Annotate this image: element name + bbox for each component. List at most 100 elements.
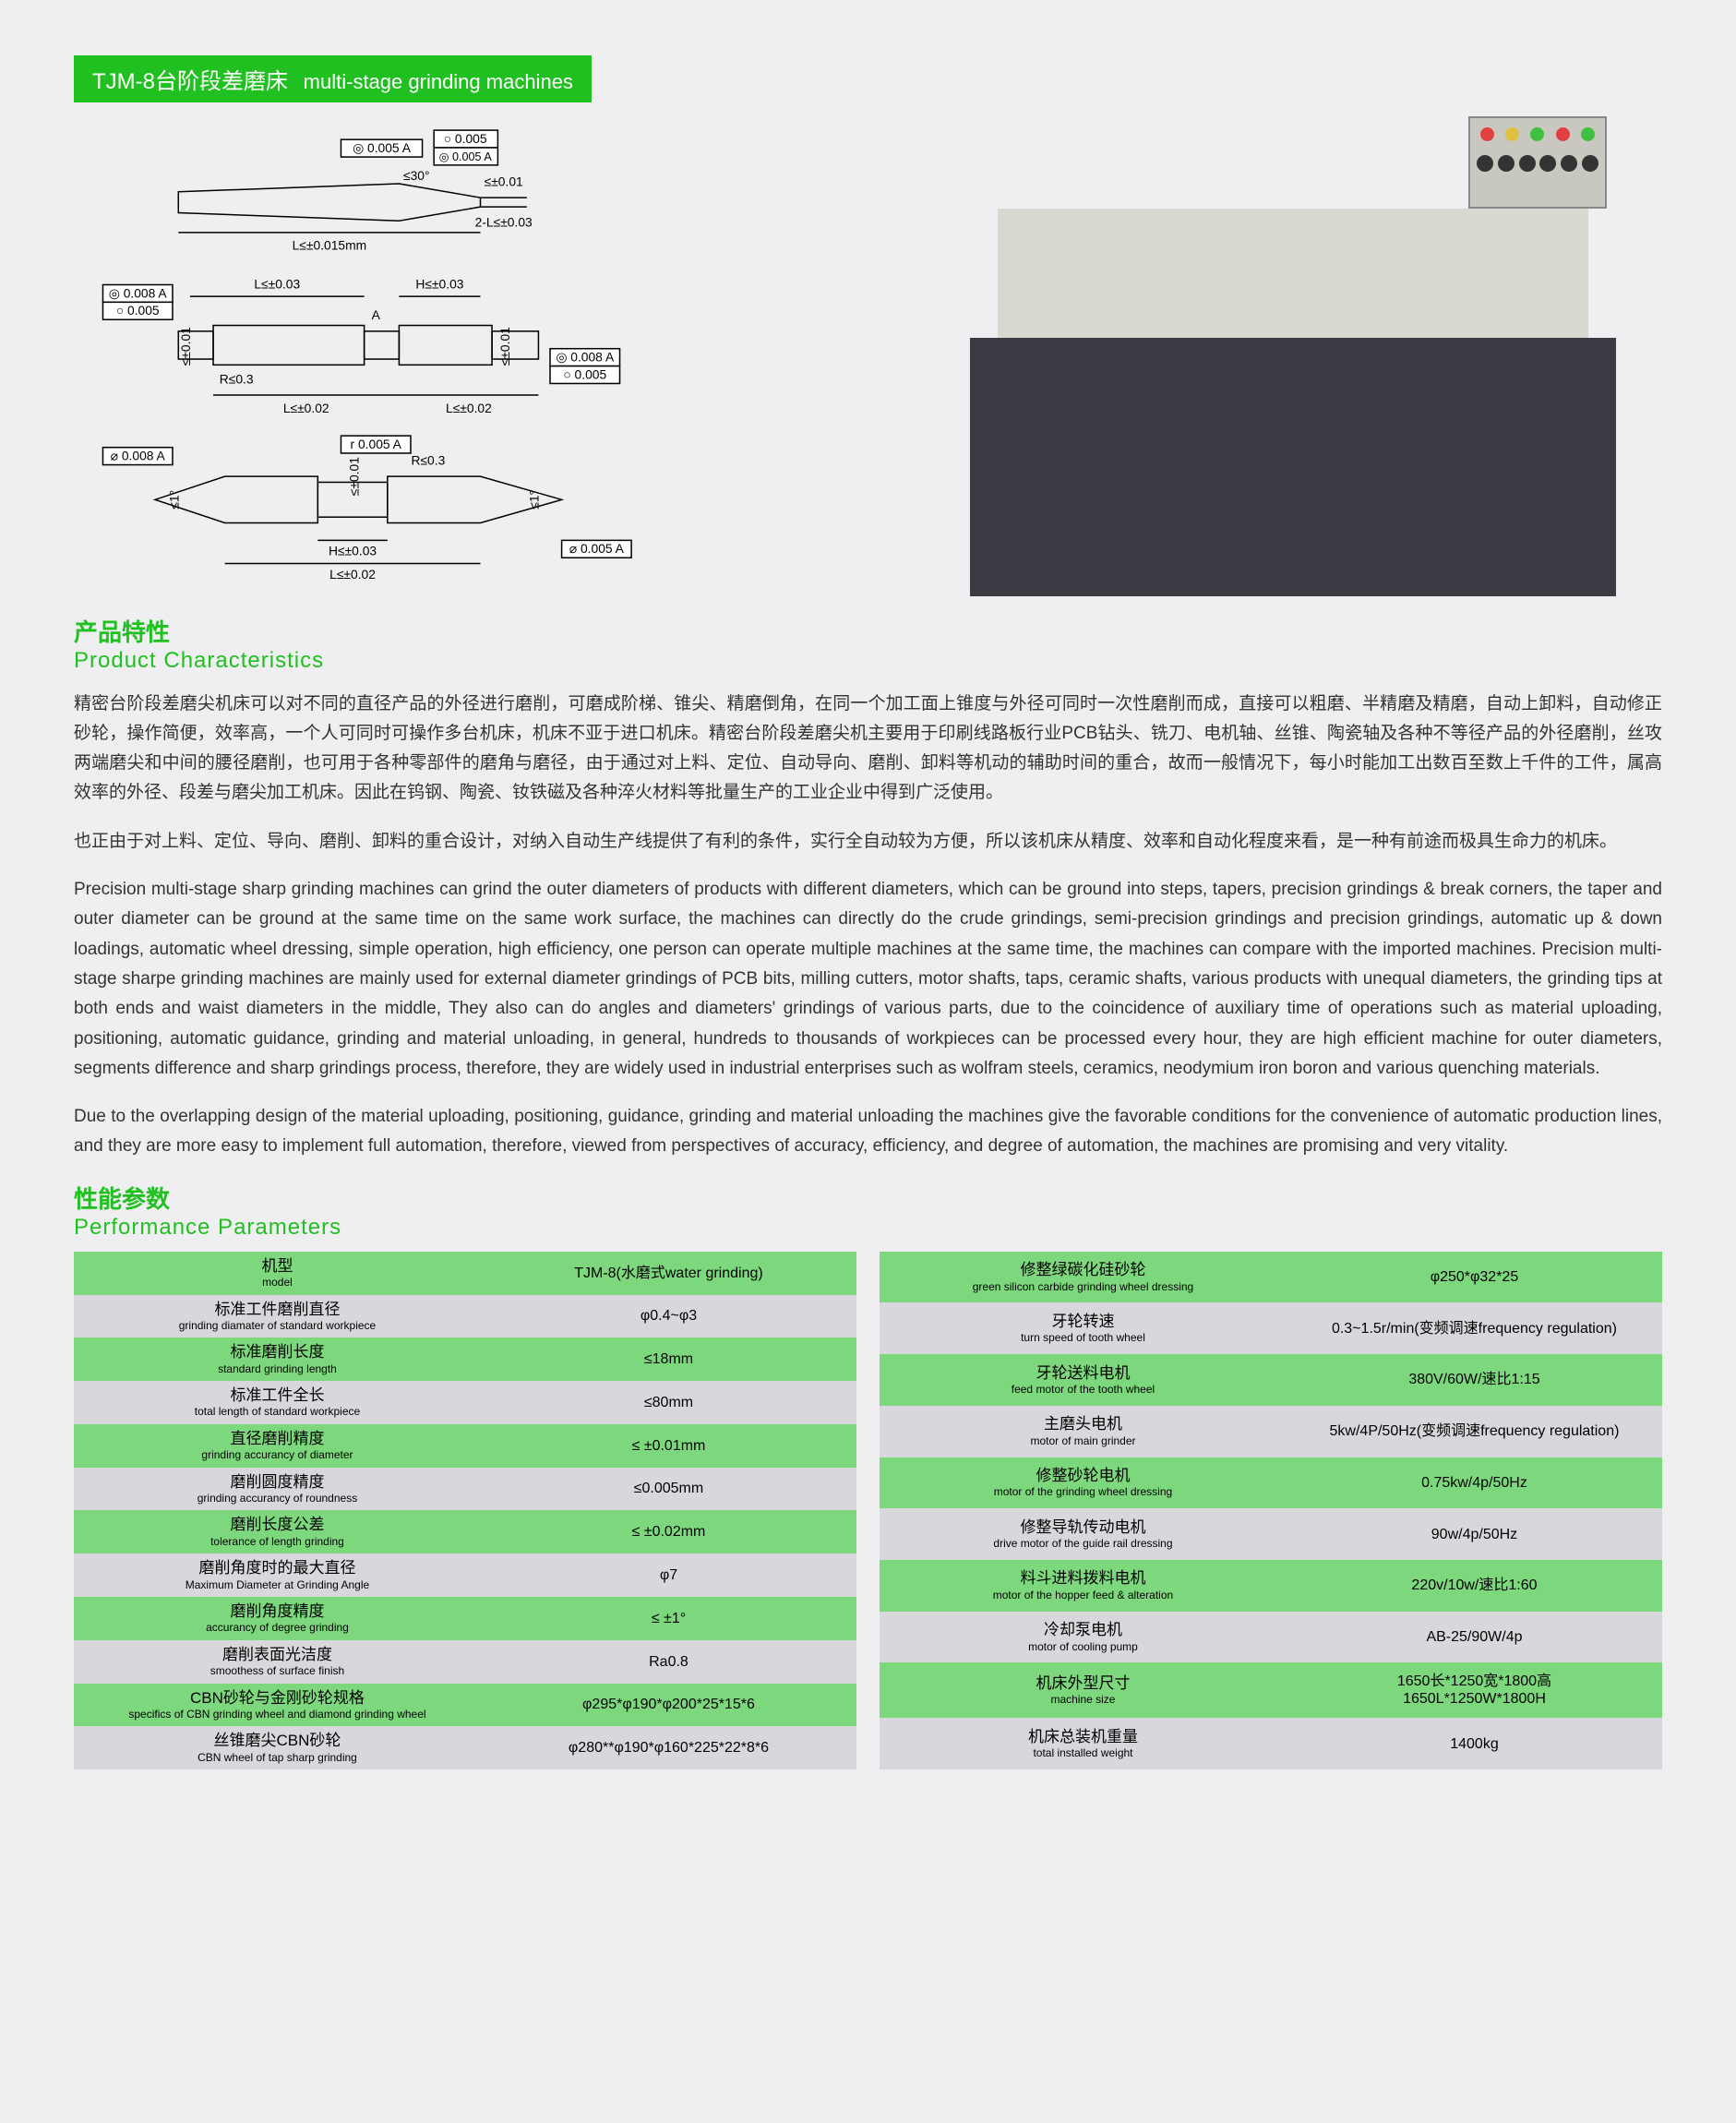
param-label: 直径磨削精度grinding accurancy of diameter <box>74 1424 481 1468</box>
table-row: 标准磨削长度standard grinding length≤18mm <box>74 1337 856 1381</box>
param-value: ≤ ±1° <box>481 1597 856 1640</box>
title-cn: TJM-8台阶段差磨床 <box>92 69 288 94</box>
param-value: φ250*φ32*25 <box>1287 1252 1662 1303</box>
table-row: 磨削长度公差tolerance of length grinding≤ ±0.0… <box>74 1510 856 1553</box>
param-label: CBN砂轮与金刚砂轮规格specifics of CBN grinding wh… <box>74 1684 481 1727</box>
param-label: 机床外型尺寸machine size <box>880 1662 1287 1718</box>
param-value: φ0.4~φ3 <box>481 1295 856 1338</box>
param-label: 丝锥磨尖CBN砂轮CBN wheel of tap sharp grinding <box>74 1726 481 1769</box>
machine-photo <box>924 116 1662 596</box>
svg-text:L≤±0.03: L≤±0.03 <box>254 276 300 291</box>
param-value: φ295*φ190*φ200*25*15*6 <box>481 1684 856 1727</box>
svg-text:≤±0.01: ≤±0.01 <box>346 457 361 496</box>
svg-text:R≤0.3: R≤0.3 <box>220 371 254 386</box>
table-row: 磨削圆度精度grinding accurancy of roundness≤0.… <box>74 1468 856 1511</box>
param-label: 牙轮送料电机feed motor of the tooth wheel <box>880 1354 1287 1406</box>
param-label: 冷却泵电机motor of cooling pump <box>880 1612 1287 1663</box>
char-title-en: Product Characteristics <box>74 648 887 674</box>
char-title-cn: 产品特性 <box>74 614 887 648</box>
param-label: 机型model <box>74 1252 481 1295</box>
param-value: 220v/10w/速比1:60 <box>1287 1560 1662 1612</box>
table-row: 标准工件全长total length of standard workpiece… <box>74 1381 856 1424</box>
svg-text:≤±0.01: ≤±0.01 <box>497 327 512 366</box>
param-label: 料斗进料拨料电机motor of the hopper feed & alter… <box>880 1560 1287 1612</box>
table-row: 机型modelTJM-8(水磨式water grinding) <box>74 1252 856 1295</box>
table-row: 机床总装机重量total installed weight1400kg <box>880 1718 1662 1769</box>
table-row: 修整砂轮电机motor of the grinding wheel dressi… <box>880 1457 1662 1509</box>
title-bar: TJM-8台阶段差磨床 multi-stage grinding machine… <box>74 55 592 102</box>
param-value: φ7 <box>481 1553 856 1597</box>
svg-text:≤±0.01: ≤±0.01 <box>485 174 523 189</box>
param-value: 5kw/4P/50Hz(变频调速frequency regulation) <box>1287 1406 1662 1457</box>
engineering-diagram: ◎ 0.005 A ○ 0.005 ◎ 0.005 A ≤30° ≤±0.01 … <box>74 116 887 685</box>
svg-text:L≤±0.015mm: L≤±0.015mm <box>293 238 367 253</box>
svg-text:◎ 0.005 A: ◎ 0.005 A <box>353 140 412 155</box>
spec-table-right: 修整绿碳化硅砂轮green silicon carbide grinding w… <box>880 1252 1662 1769</box>
svg-text:≤30°: ≤30° <box>403 168 430 183</box>
param-value: φ280**φ190*φ160*225*22*8*6 <box>481 1726 856 1769</box>
para-4: Due to the overlapping design of the mat… <box>74 1102 1662 1162</box>
svg-text:H≤±0.03: H≤±0.03 <box>329 544 377 558</box>
table-row: 丝锥磨尖CBN砂轮CBN wheel of tap sharp grinding… <box>74 1726 856 1769</box>
param-label: 磨削角度精度accurancy of degree grinding <box>74 1597 481 1640</box>
svg-text:≤1°: ≤1° <box>526 490 541 510</box>
table-row: 磨削表面光洁度smoothess of surface finishRa0.8 <box>74 1640 856 1684</box>
table-row: 主磨头电机motor of main grinder5kw/4P/50Hz(变频… <box>880 1406 1662 1457</box>
param-label: 主磨头电机motor of main grinder <box>880 1406 1287 1457</box>
svg-text:≤1°: ≤1° <box>166 490 181 510</box>
perf-title-cn: 性能参数 <box>74 1181 1662 1215</box>
svg-text:○ 0.005: ○ 0.005 <box>444 131 487 146</box>
param-label: 修整砂轮电机motor of the grinding wheel dressi… <box>880 1457 1287 1509</box>
para-2: 也正由于对上料、定位、导向、磨削、卸料的重合设计，对纳入自动生产线提供了有利的条… <box>74 827 1662 857</box>
param-value: ≤ ±0.02mm <box>481 1510 856 1553</box>
param-value: ≤ ±0.01mm <box>481 1424 856 1468</box>
svg-text:≤±0.01: ≤±0.01 <box>178 327 193 366</box>
table-row: 修整绿碳化硅砂轮green silicon carbide grinding w… <box>880 1252 1662 1303</box>
svg-text:2-L≤±0.03: 2-L≤±0.03 <box>475 215 533 230</box>
param-value: ≤0.005mm <box>481 1468 856 1511</box>
para-1: 精密台阶段差磨尖机床可以对不同的直径产品的外径进行磨削，可磨成阶梯、锥尖、精磨倒… <box>74 690 1662 809</box>
table-row: 标准工件磨削直径grinding diamater of standard wo… <box>74 1295 856 1338</box>
diagram-svg: ◎ 0.005 A ○ 0.005 ◎ 0.005 A ≤30° ≤±0.01 … <box>74 116 887 605</box>
param-value: TJM-8(水磨式water grinding) <box>481 1252 856 1295</box>
table-row: CBN砂轮与金刚砂轮规格specifics of CBN grinding wh… <box>74 1684 856 1727</box>
table-row: 磨削角度精度accurancy of degree grinding≤ ±1° <box>74 1597 856 1640</box>
table-row: 牙轮转速turn speed of tooth wheel0.3~1.5r/mi… <box>880 1302 1662 1354</box>
param-value: 0.3~1.5r/min(变频调速frequency regulation) <box>1287 1302 1662 1354</box>
param-label: 标准工件磨削直径grinding diamater of standard wo… <box>74 1295 481 1338</box>
param-label: 机床总装机重量total installed weight <box>880 1718 1287 1769</box>
spec-table-left: 机型modelTJM-8(水磨式water grinding)标准工件磨削直径g… <box>74 1252 856 1769</box>
svg-text:⌀ 0.008 A: ⌀ 0.008 A <box>111 449 166 463</box>
param-label: 磨削圆度精度grinding accurancy of roundness <box>74 1468 481 1511</box>
param-value: Ra0.8 <box>481 1640 856 1684</box>
table-row: 直径磨削精度grinding accurancy of diameter≤ ±0… <box>74 1424 856 1468</box>
svg-text:○ 0.005: ○ 0.005 <box>116 303 160 318</box>
param-value: ≤18mm <box>481 1337 856 1381</box>
svg-text:○ 0.005: ○ 0.005 <box>563 366 606 381</box>
para-3: Precision multi-stage sharp grinding mac… <box>74 875 1662 1084</box>
svg-text:L≤±0.02: L≤±0.02 <box>446 401 492 415</box>
param-label: 牙轮转速turn speed of tooth wheel <box>880 1302 1287 1354</box>
param-label: 标准磨削长度standard grinding length <box>74 1337 481 1381</box>
top-section: ◎ 0.005 A ○ 0.005 ◎ 0.005 A ≤30° ≤±0.01 … <box>74 116 1662 685</box>
tables-row: 机型modelTJM-8(水磨式water grinding)标准工件磨削直径g… <box>74 1252 1662 1769</box>
svg-text:◎ 0.008 A: ◎ 0.008 A <box>556 350 615 365</box>
param-value: 0.75kw/4p/50Hz <box>1287 1457 1662 1509</box>
table-row: 机床外型尺寸machine size1650长*1250宽*1800高 1650… <box>880 1662 1662 1718</box>
svg-text:L≤±0.02: L≤±0.02 <box>329 567 376 582</box>
param-label: 磨削角度时的最大直径Maximum Diameter at Grinding A… <box>74 1553 481 1597</box>
param-value: 90w/4p/50Hz <box>1287 1508 1662 1560</box>
param-value: ≤80mm <box>481 1381 856 1424</box>
svg-text:◎ 0.005 A: ◎ 0.005 A <box>439 150 493 163</box>
svg-text:L≤±0.02: L≤±0.02 <box>283 401 329 415</box>
param-label: 磨削长度公差tolerance of length grinding <box>74 1510 481 1553</box>
table-row: 磨削角度时的最大直径Maximum Diameter at Grinding A… <box>74 1553 856 1597</box>
param-label: 修整导轨传动电机drive motor of the guide rail dr… <box>880 1508 1287 1560</box>
table-row: 料斗进料拨料电机motor of the hopper feed & alter… <box>880 1560 1662 1612</box>
title-en: multi-stage grinding machines <box>304 70 573 93</box>
param-value: 1650长*1250宽*1800高 1650L*1250W*1800H <box>1287 1662 1662 1718</box>
svg-text:r 0.005 A: r 0.005 A <box>351 437 402 451</box>
param-label: 修整绿碳化硅砂轮green silicon carbide grinding w… <box>880 1252 1287 1303</box>
svg-text:A: A <box>372 307 381 322</box>
svg-text:R≤0.3: R≤0.3 <box>411 453 445 468</box>
